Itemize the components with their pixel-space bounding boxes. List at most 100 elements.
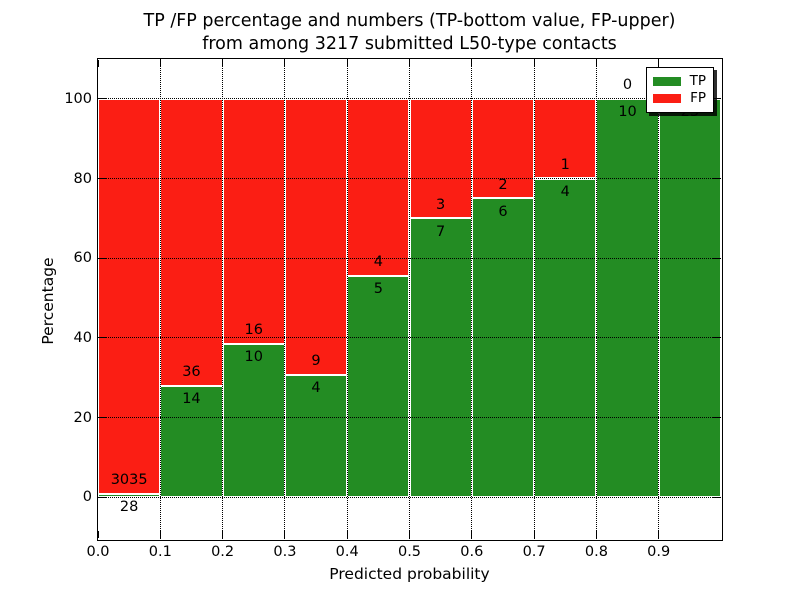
x-tick-mark [471, 60, 473, 67]
x-tick-mark [658, 531, 660, 538]
fp-bar-segment [471, 98, 535, 199]
fp-bar-segment [409, 98, 472, 219]
y-tick-mark [713, 337, 720, 339]
x-tick-mark [595, 60, 597, 67]
y-tick-label: 0 [82, 489, 92, 506]
gridline-vertical [222, 59, 224, 539]
y-tick-mark [99, 178, 106, 179]
tp-bar-segment [347, 275, 410, 498]
gridline-vertical [284, 59, 286, 539]
tp-count-label: 4 [311, 380, 321, 397]
gridline-vertical [595, 59, 597, 539]
tp-count-label: 14 [182, 391, 201, 408]
y-tick-label: 60 [73, 250, 92, 267]
x-tick-mark [409, 60, 410, 67]
plot-frame [96, 57, 723, 541]
fp-count-label: 16 [244, 322, 263, 339]
y-tick-mark [713, 98, 720, 100]
x-tick-label: 0.3 [273, 544, 297, 560]
x-tick-mark [471, 531, 473, 538]
x-tick-mark [222, 531, 224, 538]
tp-count-label: 5 [373, 281, 383, 298]
y-tick-mark [713, 178, 720, 179]
x-tick-label: 0.1 [148, 544, 172, 560]
x-tick-mark [409, 531, 410, 538]
x-tick-mark [222, 60, 224, 67]
y-tick-mark [99, 98, 106, 100]
chart-title-line2: from among 3217 submitted L50-type conta… [202, 33, 617, 54]
tp-bar-segment [658, 98, 721, 498]
x-tick-mark [658, 60, 660, 67]
gridline-vertical [471, 59, 473, 539]
gridline-vertical [346, 59, 348, 539]
x-tick-label: 0.2 [211, 544, 235, 560]
fp-count-label: 1 [560, 157, 570, 173]
tp-bar-segment [160, 385, 223, 498]
y-tick-mark [99, 496, 106, 498]
legend-swatch-tp-icon [653, 77, 681, 86]
x-tick-mark [346, 531, 348, 538]
fp-count-label: 3 [436, 196, 446, 213]
x-tick-label: 0.8 [584, 544, 608, 560]
x-tick-mark [533, 531, 535, 538]
legend-entry-fp: FP [653, 90, 706, 106]
fp-count-label: 2 [498, 176, 508, 193]
x-tick-label: 0.6 [460, 544, 484, 560]
fp-count-label: 4 [373, 254, 383, 271]
gridline-vertical [159, 59, 161, 539]
y-tick-label: 100 [64, 90, 92, 107]
fp-bar-segment [534, 98, 597, 179]
x-tick-label: 0.4 [335, 544, 359, 560]
x-tick-mark [159, 531, 161, 538]
legend-label-fp: FP [690, 90, 706, 106]
x-tick-mark [595, 531, 597, 538]
y-tick-mark [713, 496, 720, 498]
legend: TP FP [646, 67, 714, 113]
tp-bar-segment [284, 374, 348, 498]
tp-count-label: 10 [244, 349, 263, 366]
y-tick-mark [99, 417, 106, 418]
x-tick-mark [159, 60, 161, 67]
x-tick-mark [284, 60, 286, 67]
fp-bar-segment [222, 98, 285, 344]
fp-count-label: 9 [311, 353, 321, 370]
x-tick-label: 0.9 [647, 544, 671, 560]
fp-count-label: 3035 [110, 472, 148, 489]
tp-count-label: 10 [618, 104, 637, 121]
gridline-vertical [533, 59, 535, 539]
x-tick-label: 0.5 [397, 544, 422, 560]
x-tick-label: 0.7 [522, 544, 546, 560]
x-tick-mark [97, 60, 99, 67]
x-tick-mark [346, 60, 348, 67]
gridline-vertical [658, 59, 660, 539]
gridline-vertical [409, 59, 410, 539]
fp-count-label: 36 [182, 364, 201, 381]
fp-bar-segment [98, 98, 161, 494]
tp-count-label: 28 [119, 499, 139, 516]
y-tick-mark [99, 337, 106, 339]
tp-bar-segment [409, 218, 472, 498]
x-tick-mark [97, 531, 99, 538]
fp-bar-segment [347, 98, 410, 276]
y-tick-label: 40 [73, 329, 92, 346]
y-tick-mark [713, 417, 720, 418]
x-tick-label: 0.0 [86, 544, 110, 560]
legend-label-tp: TP [689, 73, 706, 89]
legend-swatch-fp-icon [653, 94, 681, 103]
tp-bar-segment [471, 198, 535, 498]
y-tick-label: 80 [73, 170, 92, 187]
x-axis-label: Predicted probability [329, 565, 490, 583]
legend-entry-tp: TP [653, 73, 706, 89]
y-axis-label: Percentage [39, 257, 57, 345]
y-tick-label: 20 [73, 409, 92, 426]
tp-bar-segment [596, 98, 659, 498]
x-tick-mark [284, 531, 286, 538]
chart-title: TP /FP percentage and numbers (TP-bottom… [98, 10, 721, 55]
tp-count-label: 6 [498, 203, 508, 220]
tp-count-label: 4 [560, 184, 570, 200]
chart-title-line1: TP /FP percentage and numbers (TP-bottom… [143, 11, 676, 31]
tp-count-label: 7 [436, 223, 446, 240]
fp-count-label: 0 [622, 77, 633, 94]
fp-bar-segment [284, 98, 348, 375]
